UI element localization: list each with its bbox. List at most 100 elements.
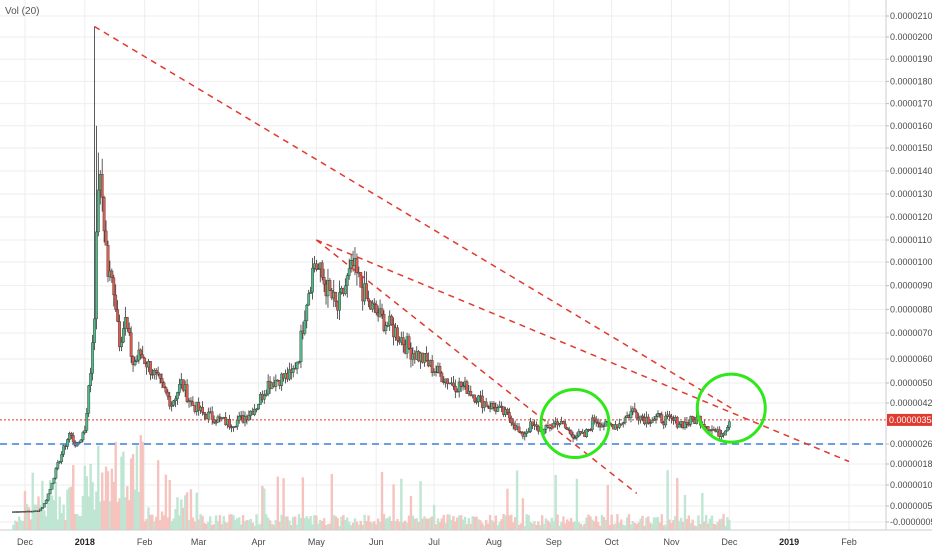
- volume-bar: [546, 520, 550, 530]
- volume-bar: [442, 514, 445, 530]
- volume-bar: [419, 481, 422, 530]
- volume-bar: [677, 520, 681, 530]
- volume-bar: [79, 516, 83, 530]
- candle-body: [365, 283, 368, 299]
- volume-bar: [153, 521, 156, 530]
- volume-bar: [558, 525, 561, 530]
- candle-body: [81, 432, 85, 441]
- volume-bar: [48, 480, 52, 530]
- candle-body: [577, 431, 581, 437]
- trendline[interactable]: [316, 239, 850, 463]
- candle-body: [42, 503, 46, 508]
- volume-bar: [660, 514, 664, 530]
- candle-body: [172, 400, 175, 406]
- volume-bar: [320, 520, 324, 530]
- volume-bar: [25, 504, 29, 530]
- volume-bar: [62, 504, 65, 530]
- volume-bar: [77, 515, 81, 530]
- volume-bar: [272, 524, 276, 530]
- volume-bar: [265, 514, 268, 530]
- volume-bar: [195, 492, 198, 530]
- volume-bar: [502, 514, 505, 530]
- volume-bar: [14, 520, 17, 530]
- volume-bar: [604, 519, 608, 530]
- candle-body: [212, 419, 216, 424]
- candle-body: [185, 384, 189, 402]
- volume-bar: [714, 524, 718, 530]
- volume-bar: [276, 476, 279, 530]
- volume-bar: [654, 517, 658, 530]
- candle-body: [158, 374, 162, 379]
- volume-bar: [54, 482, 58, 530]
- candle-body: [345, 275, 349, 286]
- volume-bar: [193, 521, 197, 530]
- y-tick-label: -0.00000050: [890, 517, 932, 527]
- volume-bar: [39, 504, 42, 530]
- x-tick-label: Apr: [251, 537, 265, 547]
- volume-bar: [662, 525, 665, 530]
- volume-bar: [691, 519, 694, 530]
- candle-body: [110, 270, 114, 278]
- volume-bar: [569, 517, 573, 530]
- volume-bar: [93, 509, 96, 530]
- candle-body: [83, 430, 87, 433]
- volume-bar: [133, 489, 137, 530]
- volume-bar: [577, 522, 581, 530]
- candle-body: [529, 421, 532, 432]
- volume-bar: [533, 521, 536, 530]
- candle-body: [166, 391, 170, 397]
- candle-body: [629, 411, 633, 418]
- volume-bar: [668, 519, 671, 530]
- volume-bar: [156, 460, 160, 530]
- volume-bar: [508, 515, 511, 530]
- volume-bar: [268, 520, 272, 530]
- highlight-circle[interactable]: [695, 372, 767, 444]
- volume-bar: [421, 518, 424, 530]
- volume-bar: [222, 516, 225, 530]
- volume-bar: [373, 521, 376, 530]
- volume-bar: [66, 489, 69, 530]
- volume-bar: [187, 519, 191, 530]
- candle-body: [102, 197, 106, 232]
- candle-body: [691, 416, 695, 420]
- volume-bar: [515, 470, 519, 530]
- volume-bar: [326, 524, 330, 530]
- volume-bar: [199, 514, 202, 530]
- candle-body: [328, 280, 332, 291]
- volume-bar: [452, 516, 455, 530]
- volume-bar: [363, 514, 366, 530]
- volume-bar: [33, 504, 36, 530]
- indicator-label[interactable]: Vol (20): [5, 6, 39, 17]
- candle-body: [589, 429, 592, 431]
- volume-bar: [351, 522, 355, 530]
- candle-body: [523, 433, 527, 437]
- volume-bar: [537, 521, 540, 530]
- volume-bar: [45, 516, 48, 530]
- x-tick-label: Feb: [137, 537, 153, 547]
- volume-bar: [579, 523, 582, 530]
- volume-bar: [243, 521, 247, 530]
- volume-bar: [164, 474, 168, 530]
- candle-body: [355, 258, 359, 273]
- candle-body: [156, 372, 160, 375]
- volume-bar: [641, 515, 644, 530]
- x-axis[interactable]: Dec 2018 Feb Mar Apr May Jun Jul Aug Sep Oct Nov Dec…: [17, 537, 857, 547]
- volume-bar: [182, 507, 185, 530]
- trendline[interactable]: [94, 25, 732, 409]
- volume-bar: [85, 476, 88, 530]
- candle-body: [372, 302, 376, 305]
- candle-body: [569, 430, 573, 436]
- volume-bar: [407, 515, 411, 530]
- trendline[interactable]: [315, 239, 638, 494]
- volume-bar: [191, 517, 195, 530]
- volume-bar: [475, 516, 478, 530]
- candle-body: [575, 435, 579, 438]
- volume-bar: [695, 525, 698, 530]
- highlight-circle[interactable]: [539, 388, 611, 459]
- x-tick-label: May: [308, 537, 326, 547]
